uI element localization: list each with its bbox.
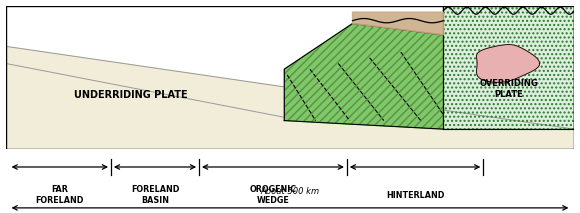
Polygon shape [444, 6, 574, 129]
Text: OVERRIDING
PLATE: OVERRIDING PLATE [480, 79, 538, 99]
Text: OROGENIC
WEDGE: OROGENIC WEDGE [249, 185, 296, 205]
Text: FORELAND
BASIN: FORELAND BASIN [131, 185, 179, 205]
Polygon shape [477, 45, 539, 82]
Text: HINTERLAND: HINTERLAND [386, 191, 444, 200]
Polygon shape [353, 12, 444, 35]
Text: FAR
FORELAND: FAR FORELAND [35, 185, 84, 205]
Polygon shape [6, 46, 574, 149]
Polygon shape [284, 23, 444, 129]
Text: UNDERRIDING PLATE: UNDERRIDING PLATE [74, 90, 188, 100]
Text: About 500 km: About 500 km [260, 187, 320, 196]
